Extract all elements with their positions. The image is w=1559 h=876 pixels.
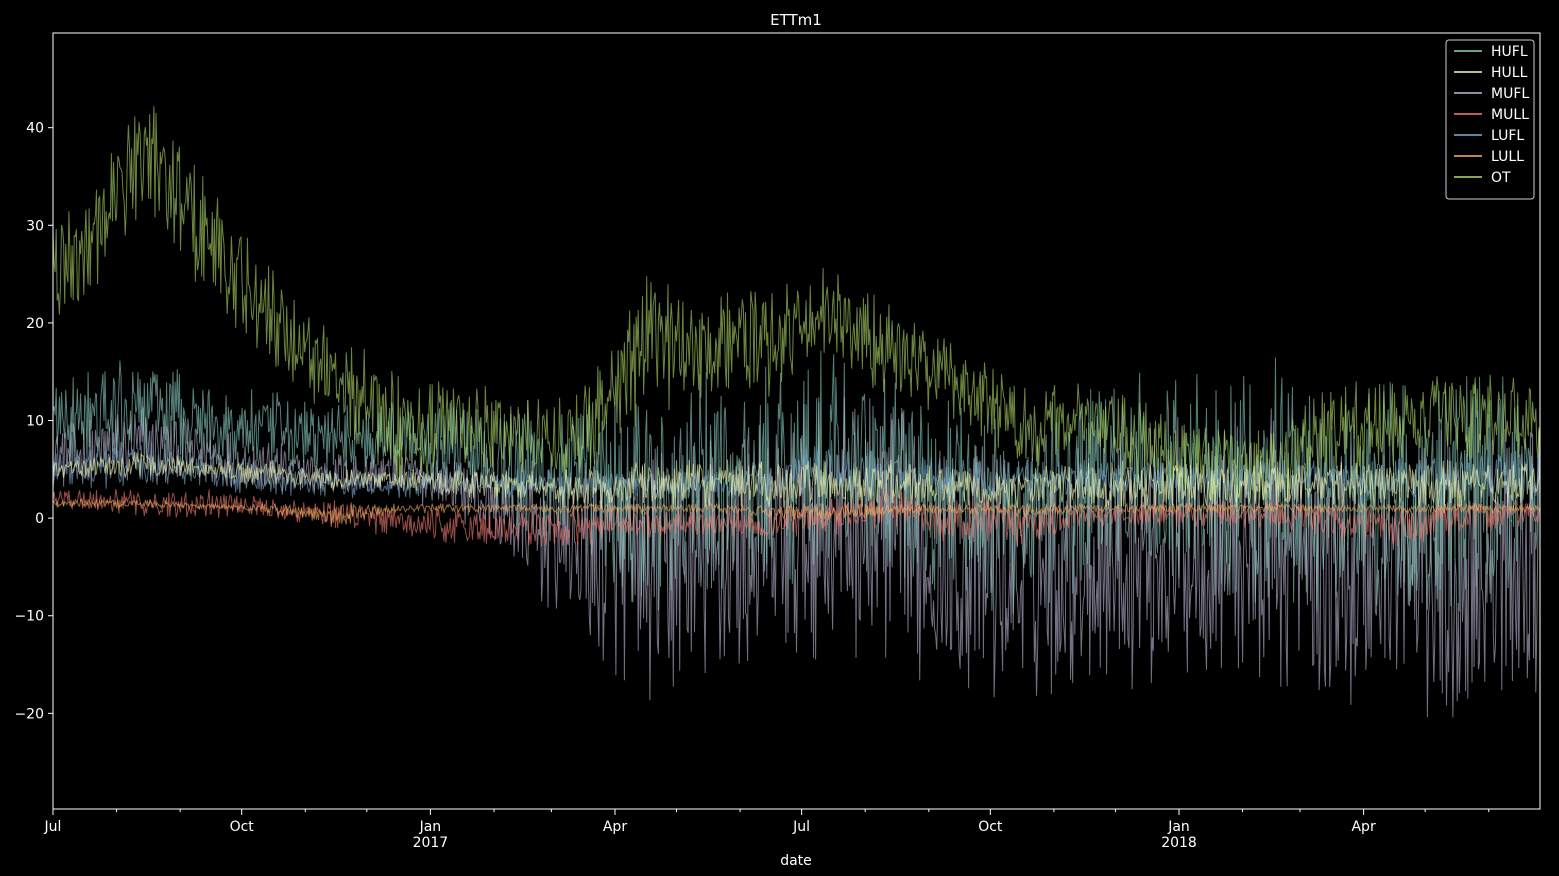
series-layer — [53, 106, 1540, 718]
legend: HUFL HULL MUFL MULL LUFL LULL OT — [1445, 39, 1535, 200]
x-tick-year-label: 2017 — [413, 835, 449, 851]
y-tick-label: 40 — [26, 121, 44, 137]
series-line-hull — [53, 451, 1540, 509]
legend-box — [1445, 39, 1535, 200]
x-tick-label: Apr — [603, 819, 627, 835]
y-tick-label: −20 — [14, 706, 44, 722]
legend-label-mufl: MUFL — [1491, 86, 1529, 102]
y-tick-label: 30 — [26, 218, 44, 234]
legend-label-mull: MULL — [1491, 107, 1529, 123]
chart-title: ETTm1 — [770, 11, 822, 29]
x-tick-label: Jan — [419, 819, 442, 835]
x-tick-label: Apr — [1351, 819, 1375, 835]
x-tick-label: Jan — [1167, 819, 1190, 835]
legend-label-hull: HULL — [1491, 65, 1528, 81]
y-tick-label: 10 — [26, 414, 44, 430]
x-tick-label: Jul — [44, 819, 62, 835]
series-line-hufl — [53, 350, 1540, 614]
y-tick-label: 0 — [35, 511, 44, 527]
legend-label-ot: OT — [1491, 170, 1511, 186]
legend-label-lufl: LUFL — [1491, 128, 1524, 144]
x-tick-label: Oct — [230, 819, 255, 835]
y-axis: 40 30 20 10 0 −10 −20 — [14, 121, 53, 722]
series-line-lufl — [53, 440, 1540, 499]
y-tick-label: −10 — [14, 609, 44, 625]
x-tick-label: Jul — [792, 819, 810, 835]
series-line-ot — [53, 106, 1540, 506]
x-axis-label: date — [780, 853, 812, 869]
x-tick-label: Oct — [978, 819, 1003, 835]
legend-label-hufl: HUFL — [1491, 44, 1528, 60]
y-tick-label: 20 — [26, 316, 44, 332]
x-tick-year-label: 2018 — [1161, 835, 1197, 851]
legend-label-lull: LULL — [1491, 149, 1524, 165]
series-line-lull — [53, 497, 1540, 528]
